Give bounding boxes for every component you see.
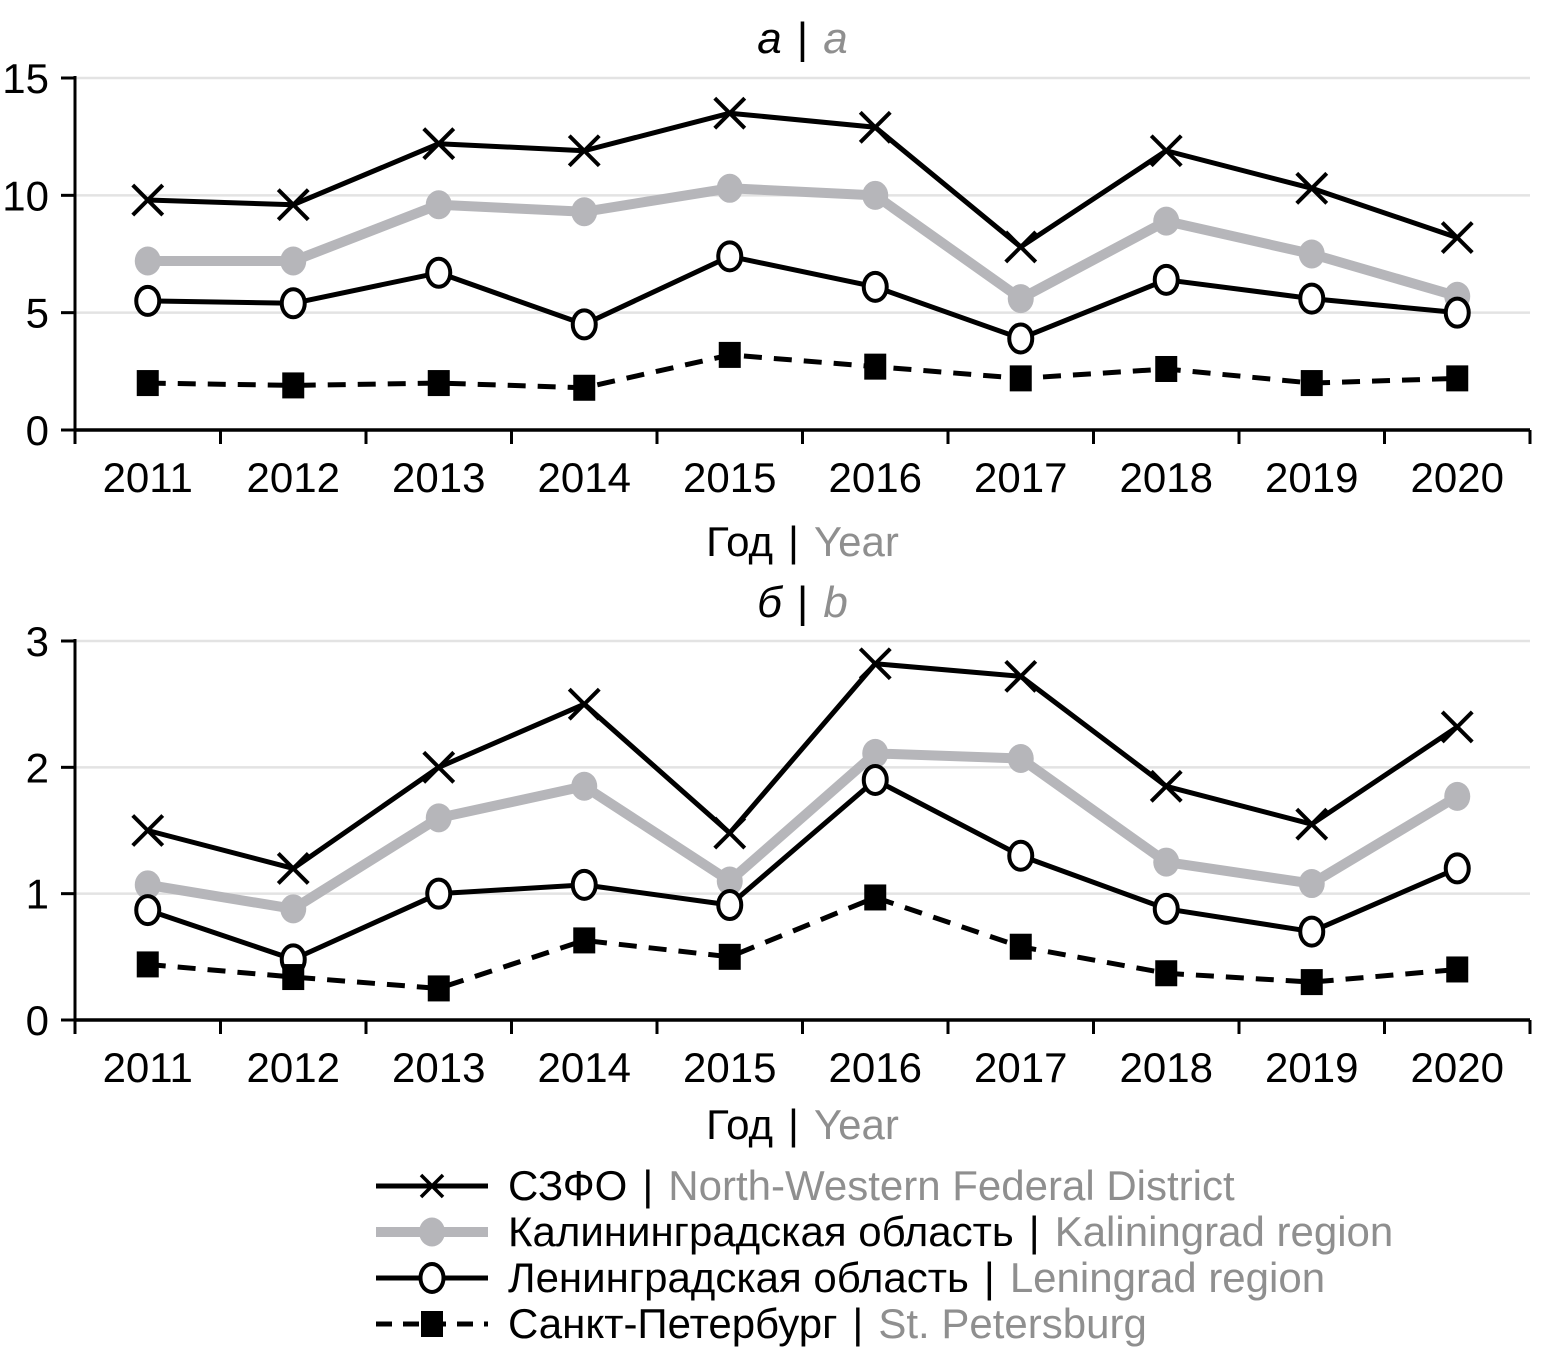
legend-label-en: St. Petersburg xyxy=(878,1300,1147,1347)
legend-label: Калининградская область | Kaliningrad regi… xyxy=(508,1210,1393,1254)
x-tick-label: 2016 xyxy=(829,454,922,501)
legend-item-leningrad: Ленинградская область | Leningrad region xyxy=(372,1255,1393,1301)
legend-label-ru: Калининградская область xyxy=(508,1208,1014,1255)
chart-b-title: б | b xyxy=(75,578,1530,628)
legend-label: СЗФО | North-Western Federal District xyxy=(508,1164,1235,1208)
chart-a-title: а | a xyxy=(75,14,1530,64)
chart-a-title-en: a xyxy=(823,14,848,63)
legend-label-ru: СЗФО xyxy=(508,1162,628,1209)
y-tick-label: 3 xyxy=(26,618,49,665)
chart-a-xlabel-ru: Год xyxy=(706,518,774,565)
x-tick-label: 2017 xyxy=(974,1044,1067,1091)
series-kaliningrad xyxy=(134,738,1471,924)
series-spb xyxy=(136,341,1469,401)
legend-label-ru: Ленинградская область xyxy=(508,1254,969,1301)
chart-b-title-en: b xyxy=(823,578,848,627)
legend-item-kaliningrad: Калининградская область | Kaliningrad regi… xyxy=(372,1209,1393,1255)
legend-label-en: North-Western Federal District xyxy=(668,1162,1235,1209)
y-tick-label: 0 xyxy=(26,407,49,454)
series-szfo xyxy=(131,96,1474,264)
series-spb xyxy=(136,884,1469,1002)
x-tick-label: 2012 xyxy=(247,454,340,501)
x-tick-label: 2014 xyxy=(538,1044,631,1091)
x-tick-label: 2015 xyxy=(683,1044,776,1091)
legend-label-en: Leningrad region xyxy=(1009,1254,1326,1301)
series-leningrad-line xyxy=(147,253,1458,341)
x-tick-label: 2011 xyxy=(103,1044,193,1091)
series-kaliningrad xyxy=(134,173,1471,314)
x-tick-label: 2017 xyxy=(974,454,1067,501)
chart-a-x-axis-label: Год | Year xyxy=(75,518,1530,566)
legend-swatch-open-circle-marker xyxy=(376,1262,488,1294)
y-tick-label: 1 xyxy=(26,871,49,918)
legend-label-separator: | xyxy=(1028,1208,1040,1255)
series-kaliningrad-line xyxy=(146,748,1460,914)
y-tick-label: 10 xyxy=(2,172,49,219)
x-tick-label: 2020 xyxy=(1411,1044,1504,1091)
y-tick-label: 2 xyxy=(26,744,49,791)
x-tick-label: 2015 xyxy=(683,454,776,501)
legend-label: Санкт-Петербург | St. Petersburg xyxy=(508,1302,1147,1346)
series-szfo-line xyxy=(147,110,1459,250)
series-spb-line xyxy=(147,894,1458,991)
chart-a-title-separator: | xyxy=(796,14,809,63)
legend-label-separator: | xyxy=(642,1162,654,1209)
x-tick-label: 2013 xyxy=(392,1044,485,1091)
series-kaliningrad-line xyxy=(147,183,1459,304)
x-tick-label: 2018 xyxy=(1120,454,1213,501)
series-szfo xyxy=(131,647,1474,885)
series-leningrad-line xyxy=(146,777,1459,962)
x-tick-label: 2016 xyxy=(829,1044,922,1091)
legend-item-szfo: СЗФО | North-Western Federal District xyxy=(372,1163,1393,1209)
chart-b-xlabel-separator: | xyxy=(788,1101,799,1148)
legend-swatch-gray-dot-marker xyxy=(376,1217,488,1247)
series-leningrad xyxy=(134,240,1471,355)
y-tick-label: 0 xyxy=(26,997,49,1044)
chart-b-xlabel-ru: Год xyxy=(706,1101,774,1148)
legend-swatch-dashed-square-marker xyxy=(376,1311,488,1337)
legend-label: Ленинградская область | Leningrad region xyxy=(508,1256,1325,1300)
chart-b-plot: 0 1 2 3 2011 2012 2013 2014 2015 2016 2017 2018 2019… xyxy=(26,618,1532,1091)
chart-a-xlabel-en: Year xyxy=(813,518,899,565)
x-tick-label: 2011 xyxy=(103,454,193,501)
legend-item-spb: Санкт-Петербург | St. Petersburg xyxy=(372,1301,1393,1347)
legend-label-separator: | xyxy=(852,1300,864,1347)
x-tick-label: 2020 xyxy=(1411,454,1504,501)
x-tick-label: 2013 xyxy=(392,454,485,501)
x-tick-label: 2014 xyxy=(538,454,631,501)
legend-label-en: Kaliningrad region xyxy=(1054,1208,1394,1255)
chart-a-title-ru: а xyxy=(757,14,782,63)
legend-label-separator: | xyxy=(983,1254,995,1301)
series-leningrad xyxy=(134,763,1471,976)
chart-a-plot: 0 5 10 15 2011 2012 2013 2014 2015 2016 2017 2018 20… xyxy=(2,55,1532,501)
y-tick-label: 5 xyxy=(26,290,49,337)
series-spb-line xyxy=(147,352,1458,391)
x-tick-label: 2019 xyxy=(1265,1044,1358,1091)
y-tick-label: 15 xyxy=(2,55,49,102)
legend-swatch-line-x-marker xyxy=(376,1173,488,1199)
series-szfo-line xyxy=(147,661,1459,871)
chart-a-xlabel-separator: | xyxy=(788,518,799,565)
x-tick-label: 2012 xyxy=(247,1044,340,1091)
legend-label-ru: Санкт-Петербург xyxy=(508,1300,838,1347)
chart-b-title-ru: б xyxy=(757,578,782,627)
chart-b-xlabel-en: Year xyxy=(813,1101,899,1148)
x-tick-label: 2019 xyxy=(1265,454,1358,501)
x-tick-label: 2018 xyxy=(1120,1044,1213,1091)
chart-b-x-axis-label: Год | Year xyxy=(75,1101,1530,1149)
legend: СЗФО | North-Western Federal District Кали… xyxy=(372,1163,1393,1347)
chart-b-title-separator: | xyxy=(796,578,809,627)
